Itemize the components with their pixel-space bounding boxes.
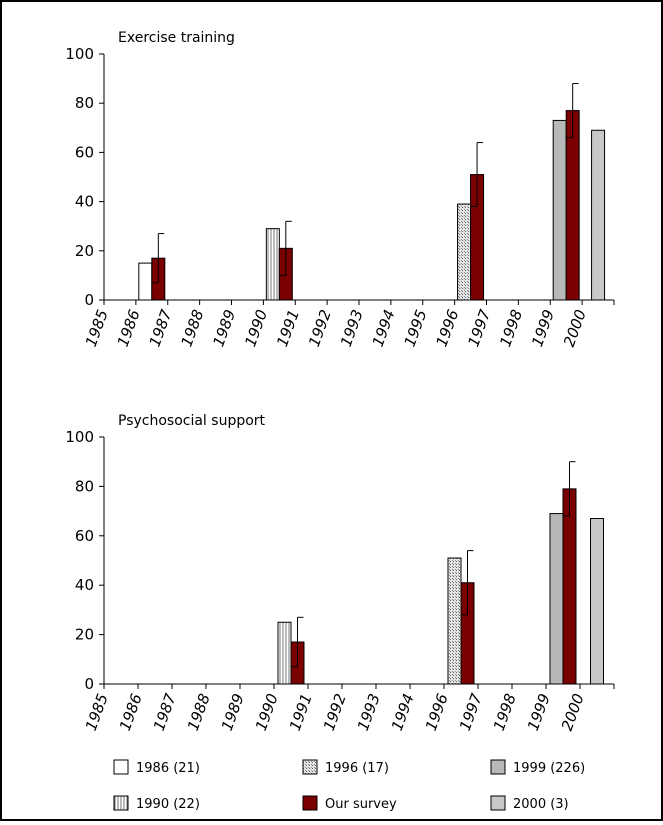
x-tick-label-1989: 1989 [209, 307, 239, 349]
x-tick-label-1991: 1991 [273, 307, 303, 349]
bar-1990-1990-22 [277, 621, 292, 685]
x-tick-label-1990: 1990 [241, 307, 271, 349]
x-tick-label-1985: 1985 [82, 691, 112, 733]
x-tick-label-1992: 1992 [320, 691, 350, 733]
x-tick-label-1988: 1988 [177, 307, 207, 349]
x-tick-label-2000: 2000 [558, 691, 588, 733]
y-tick-label: 100 [65, 428, 94, 446]
y-tick-label: 0 [84, 291, 94, 309]
x-tick-label-1995: 1995 [401, 307, 431, 349]
legend-swatch-1986-21 [113, 759, 129, 775]
legend-swatch-1990-22 [113, 795, 129, 811]
bar-2000-2000-3 [591, 129, 606, 301]
legend-label-1990-22: 1990 (22) [136, 797, 200, 812]
x-tick-label-1994: 1994 [388, 691, 418, 733]
x-tick-label-1992: 1992 [305, 307, 335, 349]
legend-label-our-survey: Our survey [325, 797, 397, 812]
x-tick-label-1998: 1998 [496, 307, 526, 349]
bar-1990-1990-22 [265, 228, 280, 301]
x-tick-label-1999: 1999 [524, 691, 554, 733]
bar-2000-2000-3 [590, 518, 604, 685]
legend-swatch-2000-3 [490, 795, 506, 811]
y-tick-label: 20 [75, 626, 94, 644]
y-tick-label: 60 [75, 527, 94, 545]
x-tick-label-1999: 1999 [528, 307, 558, 349]
x-tick-label-1993: 1993 [337, 307, 367, 349]
y-tick-label: 80 [75, 94, 94, 112]
bar-1999-our-survey [562, 488, 577, 685]
x-tick-label-2000: 2000 [560, 307, 590, 349]
x-tick-label-1996: 1996 [422, 691, 452, 733]
y-tick-label: 60 [75, 143, 94, 161]
x-tick-label-1998: 1998 [490, 691, 520, 733]
y-tick-label: 0 [84, 675, 94, 693]
bar-1999-1999-226 [549, 513, 564, 685]
x-tick-label-1996: 1996 [432, 307, 462, 349]
x-tick-label-1994: 1994 [369, 307, 399, 349]
y-tick-label: 40 [75, 576, 94, 594]
x-tick-label-1986: 1986 [114, 307, 144, 349]
y-tick-label: 80 [75, 477, 94, 495]
x-tick-label-1991: 1991 [286, 691, 316, 733]
x-tick-label-1997: 1997 [464, 307, 494, 349]
y-tick-label: 40 [75, 193, 94, 211]
bar-1996-1996-17 [447, 557, 462, 685]
panel-psychosocial-support: Psychosocial support 0 20 40 60 80 100 1985 1986… [65, 413, 615, 733]
x-tick-label-1986: 1986 [116, 691, 146, 733]
x-tick-label-1993: 1993 [354, 691, 384, 733]
x-tick-label-1997: 1997 [456, 691, 486, 733]
legend-swatch-1996-17 [302, 759, 318, 775]
legend-label-1986-21: 1986 (21) [136, 761, 200, 776]
bar-1996-1996-17 [457, 203, 472, 301]
chart-title: Psychosocial support [118, 413, 266, 429]
legend-label-1996-17: 1996 (17) [325, 761, 389, 776]
legend-label-1999-226: 1999 (226) [513, 761, 585, 776]
legend: 1986 (21) 1996 (17) 1999 (226) 1990 (22) Our… [113, 759, 585, 812]
bar-1999-our-survey [565, 110, 580, 301]
legend-swatch-1999-226 [490, 759, 506, 775]
x-tick-label-1987: 1987 [146, 307, 176, 349]
x-tick-label-1989: 1989 [218, 691, 248, 733]
x-tick-label-1988: 1988 [184, 691, 214, 733]
legend-label-2000-3: 2000 (3) [513, 797, 569, 812]
bar-1986-1986-21 [138, 262, 153, 301]
bar-1999-1999-226 [552, 119, 567, 301]
legend-swatch-our-survey [302, 795, 318, 811]
x-tick-label-1985: 1985 [82, 307, 112, 349]
x-tick-label-1990: 1990 [252, 691, 282, 733]
y-tick-label: 20 [75, 242, 94, 260]
y-tick-label: 100 [65, 45, 94, 63]
x-tick-label-1987: 1987 [150, 691, 180, 733]
chart-title: Exercise training [118, 30, 235, 46]
